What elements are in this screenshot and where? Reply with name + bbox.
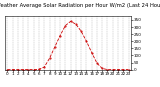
Text: Milwaukee Weather Average Solar Radiation per Hour W/m2 (Last 24 Hours): Milwaukee Weather Average Solar Radiatio…	[0, 3, 160, 8]
